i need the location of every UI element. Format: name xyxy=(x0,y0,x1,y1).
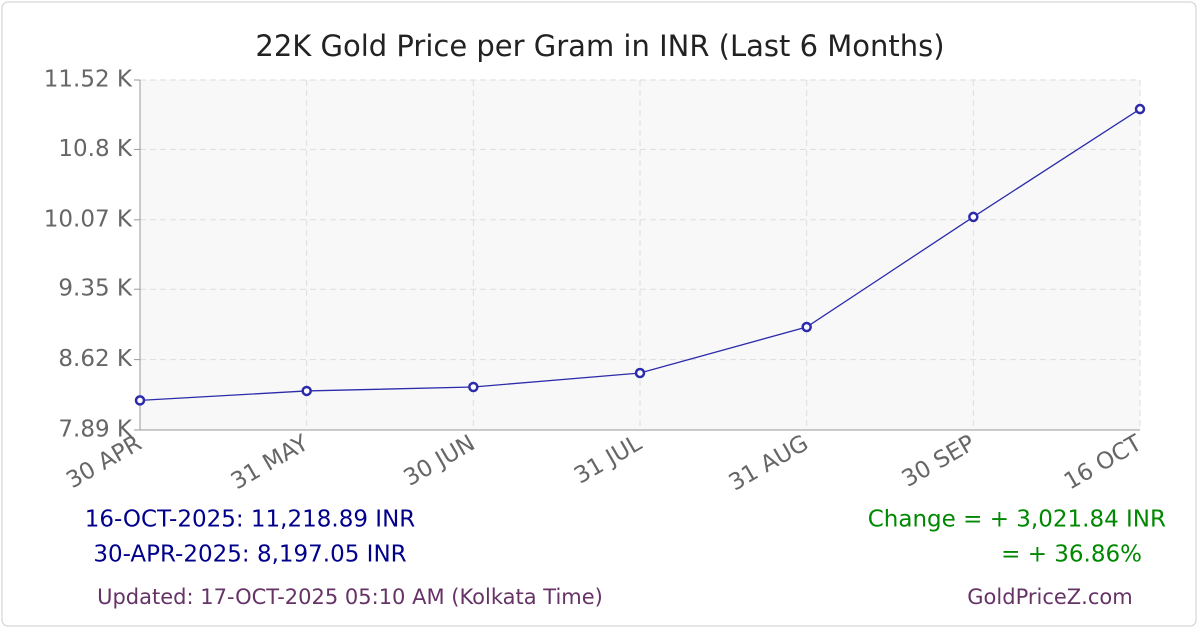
change: Change = + 3,021.84 INR xyxy=(868,507,1166,533)
y-tick-label: 7.89 K xyxy=(58,417,133,443)
y-tick-label: 9.35 K xyxy=(58,276,133,302)
point xyxy=(968,211,979,223)
point xyxy=(468,381,479,393)
latest-price: 16-OCT-2025: 11,218.89 INR xyxy=(85,507,416,533)
chart-title: 22K Gold Price per Gram in INR (Last 6 M… xyxy=(255,29,944,63)
change-percent: = + 36.86% xyxy=(1001,542,1142,568)
y-tick-label: 10.8 K xyxy=(58,136,133,162)
point xyxy=(801,321,812,333)
y-tick-label: 8.62 K xyxy=(58,346,133,372)
y-tick-label: 11.52 K xyxy=(44,67,133,93)
earliest-price: 30-APR-2025: 8,197.05 INR xyxy=(93,542,406,568)
point xyxy=(301,385,312,397)
point xyxy=(1134,103,1146,115)
source: GoldPriceZ.com xyxy=(967,585,1132,609)
point xyxy=(134,395,146,406)
y-tick-label: 10.07 K xyxy=(44,206,133,232)
point xyxy=(634,367,646,379)
updated: Updated: 17-OCT-2025 05:10 AM (Kolkata T… xyxy=(97,585,603,609)
